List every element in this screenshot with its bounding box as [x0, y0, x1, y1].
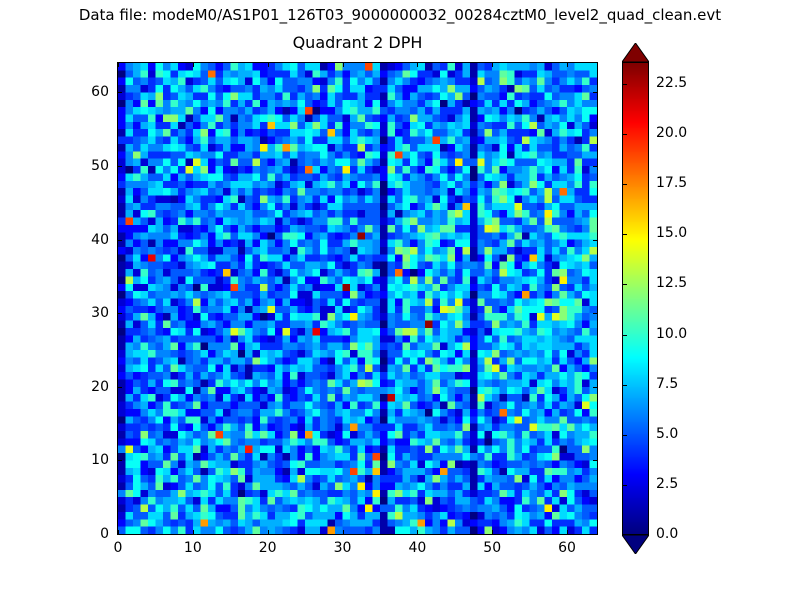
colorbar-extend-min-arrow-icon — [622, 535, 649, 554]
x-tick-label: 60 — [558, 540, 576, 556]
x-tick-mark-top — [417, 63, 419, 67]
colorbar-tick-label: 15.0 — [656, 225, 688, 242]
y-tick-mark-right — [593, 386, 597, 388]
y-tick-mark — [118, 313, 122, 315]
x-tick-label: 50 — [483, 540, 502, 556]
x-tick-mark — [342, 530, 344, 534]
x-tick-mark — [492, 530, 494, 534]
colorbar-body — [622, 62, 649, 536]
x-tick-mark — [192, 530, 194, 534]
colorbar-tick-label: 7.5 — [656, 375, 679, 392]
y-tick-label: 20 — [91, 378, 109, 395]
x-tick-label: 0 — [113, 540, 123, 556]
y-tick-mark-right — [593, 534, 597, 535]
x-tick-mark-top — [342, 63, 344, 67]
x-tick-mark-top — [192, 63, 194, 67]
colorbar-tick-label: 12.5 — [656, 275, 688, 292]
y-tick-mark-right — [593, 166, 597, 168]
y-tick-mark-right — [593, 313, 597, 315]
colorbar-tick-mark — [623, 84, 627, 86]
x-tick-mark — [267, 530, 269, 534]
x-tick-label: 20 — [258, 540, 277, 556]
colorbar-tick-mark — [623, 134, 627, 136]
x-tick-mark-top — [267, 63, 269, 67]
y-tick-label: 40 — [91, 231, 109, 248]
y-tick-mark — [118, 166, 122, 168]
x-tick-label: 40 — [408, 540, 427, 556]
heatmap-axes[interactable] — [117, 62, 598, 535]
data-file-suptitle: Data file: modeM0/AS1P01_126T03_90000000… — [78, 6, 722, 24]
colorbar-tick-label: 5.0 — [656, 425, 679, 442]
colorbar-extend-max-arrow-icon — [622, 43, 649, 62]
colorbar-tick-label: 22.5 — [656, 75, 688, 92]
y-tick-label: 30 — [91, 305, 109, 322]
colorbar-tick-mark — [623, 184, 627, 186]
colorbar-tick-mark — [623, 284, 627, 286]
x-tick-label: 10 — [183, 540, 202, 556]
y-tick-mark — [118, 92, 122, 94]
colorbar-tick-mark — [623, 334, 627, 336]
x-tick-mark-top — [567, 63, 569, 67]
colorbar-tick-mark — [623, 434, 627, 436]
colorbar-tick-mark — [623, 234, 627, 236]
y-tick-mark-right — [593, 239, 597, 241]
y-tick-mark — [118, 239, 122, 241]
colorbar-tick-label: 2.5 — [656, 475, 679, 492]
colorbar-tick-label: 17.5 — [656, 175, 688, 192]
y-tick-mark-right — [593, 92, 597, 94]
y-tick-label: 50 — [91, 158, 109, 175]
y-tick-label: 10 — [91, 452, 109, 469]
y-tick-mark-right — [593, 460, 597, 462]
colorbar-tick-mark — [623, 384, 627, 386]
x-tick-mark — [567, 530, 569, 534]
x-tick-mark — [417, 530, 419, 534]
colorbar-tick-label: 20.0 — [656, 125, 688, 142]
y-tick-mark — [118, 386, 122, 388]
chart-title: Quadrant 2 DPH — [292, 33, 423, 52]
y-tick-label: 0 — [100, 526, 109, 542]
x-tick-mark — [118, 530, 119, 534]
colorbar[interactable]: 0.0 2.5 5.0 7.5 10.0 12.5 15.0 17.5 20.0 22.5 — [622, 43, 687, 554]
x-tick-label: 30 — [333, 540, 352, 556]
colorbar-tick-label: 0.0 — [656, 526, 679, 542]
heatmap-image — [118, 63, 597, 534]
y-tick-mark — [118, 460, 122, 462]
colorbar-gradient — [623, 63, 648, 534]
colorbar-tick-mark — [623, 484, 627, 486]
y-tick-mark — [118, 534, 122, 535]
y-tick-label: 60 — [91, 84, 109, 101]
x-tick-mark-top — [492, 63, 494, 67]
colorbar-tick-label: 10.0 — [656, 325, 688, 342]
x-tick-mark-top — [118, 63, 119, 67]
